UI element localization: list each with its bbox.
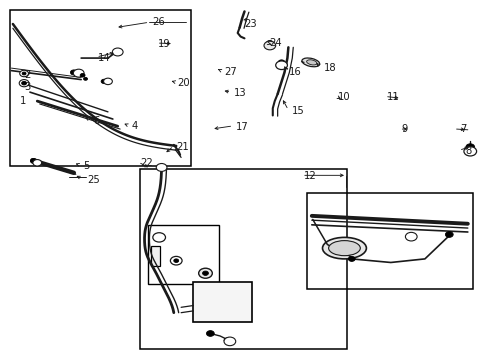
Text: 25: 25 <box>87 175 100 185</box>
Text: 22: 22 <box>140 158 153 168</box>
Text: 18: 18 <box>323 63 335 73</box>
Text: 4: 4 <box>131 121 137 131</box>
Text: 8: 8 <box>464 145 470 156</box>
Text: 17: 17 <box>235 122 248 132</box>
Text: 7: 7 <box>459 124 466 134</box>
Bar <box>151 246 159 266</box>
Text: 15: 15 <box>291 106 304 116</box>
Circle shape <box>101 79 107 84</box>
Circle shape <box>73 69 84 77</box>
Circle shape <box>224 338 230 343</box>
Text: 24: 24 <box>268 38 281 48</box>
Circle shape <box>30 158 37 163</box>
Circle shape <box>33 159 41 166</box>
Text: 16: 16 <box>289 67 302 77</box>
Circle shape <box>465 144 474 150</box>
Text: 27: 27 <box>224 67 236 77</box>
Text: 2: 2 <box>24 70 30 80</box>
Circle shape <box>20 70 28 77</box>
Circle shape <box>170 256 182 265</box>
Text: 3: 3 <box>24 82 30 92</box>
Text: 10: 10 <box>337 92 350 102</box>
Circle shape <box>19 80 29 87</box>
Circle shape <box>275 61 287 69</box>
Text: 12: 12 <box>304 171 316 181</box>
Text: 13: 13 <box>233 88 246 98</box>
Circle shape <box>70 70 77 75</box>
Text: 21: 21 <box>176 142 188 152</box>
Circle shape <box>278 60 285 65</box>
Circle shape <box>445 231 452 237</box>
Text: 14: 14 <box>98 53 111 63</box>
Bar <box>193 282 251 321</box>
Circle shape <box>158 165 164 170</box>
Text: 11: 11 <box>386 92 399 102</box>
Text: 26: 26 <box>152 17 164 27</box>
Text: 1: 1 <box>20 96 26 106</box>
Circle shape <box>173 259 178 262</box>
Ellipse shape <box>306 60 316 65</box>
Text: 9: 9 <box>401 124 407 134</box>
Circle shape <box>266 41 273 45</box>
Circle shape <box>114 49 122 55</box>
Ellipse shape <box>328 240 360 256</box>
Bar <box>148 225 218 284</box>
Circle shape <box>155 234 163 240</box>
Bar <box>306 193 472 289</box>
Circle shape <box>83 77 87 80</box>
Ellipse shape <box>322 237 366 259</box>
Circle shape <box>103 78 112 85</box>
Circle shape <box>407 234 414 239</box>
Circle shape <box>112 48 123 56</box>
Circle shape <box>80 73 85 77</box>
Circle shape <box>202 271 208 275</box>
Text: 6: 6 <box>93 116 100 126</box>
Circle shape <box>153 233 165 242</box>
Circle shape <box>264 41 275 50</box>
Text: 19: 19 <box>158 39 170 49</box>
Circle shape <box>405 232 416 241</box>
Circle shape <box>156 163 166 171</box>
Ellipse shape <box>301 58 319 67</box>
Circle shape <box>347 256 354 261</box>
Circle shape <box>206 330 214 336</box>
Bar <box>10 10 190 166</box>
Circle shape <box>463 147 476 156</box>
Circle shape <box>21 81 26 85</box>
Text: 20: 20 <box>177 78 189 88</box>
Circle shape <box>22 72 26 75</box>
Text: 23: 23 <box>244 19 257 29</box>
Bar <box>140 169 346 348</box>
Circle shape <box>198 268 212 278</box>
Circle shape <box>224 337 235 346</box>
Text: 5: 5 <box>83 161 90 171</box>
